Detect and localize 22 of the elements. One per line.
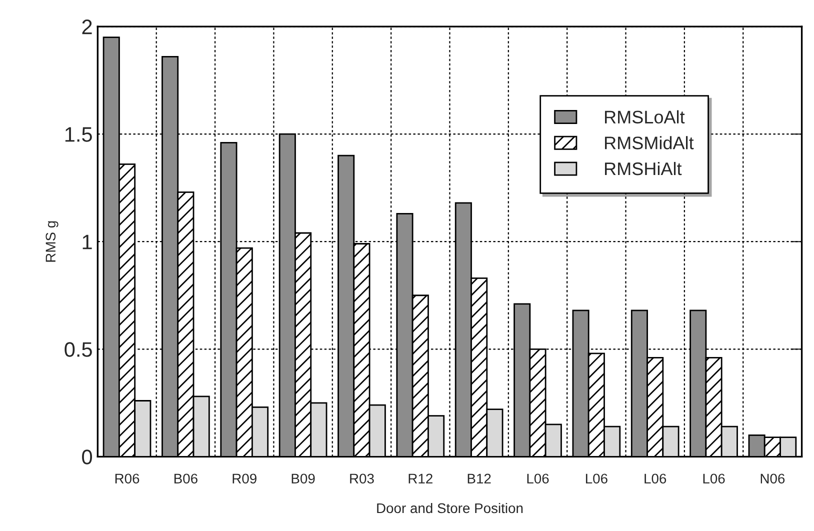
x-tick-label: R06 <box>115 474 140 484</box>
y-tick-label: 0.5 <box>64 342 92 357</box>
x-tick-label: N06 <box>760 474 785 484</box>
x-tick-label: R09 <box>232 474 256 484</box>
y-tick-label: 2 <box>82 20 92 34</box>
x-tick-label: L06 <box>644 474 666 484</box>
legend-label: RMSMidAlt <box>605 136 694 150</box>
y-axis-title: RMS g <box>46 221 58 262</box>
x-axis-title: Door and Store Position <box>377 502 523 514</box>
x-tick-label: R12 <box>408 474 432 484</box>
x-tick-label: B09 <box>292 474 315 484</box>
x-tick-label: L06 <box>586 474 608 484</box>
y-tick-label: 0 <box>82 450 92 464</box>
x-tick-label: L06 <box>703 474 725 484</box>
x-tick-label: R03 <box>350 474 374 484</box>
legend-label: RMSLoAlt <box>605 110 685 124</box>
x-tick-label: B06 <box>174 474 198 484</box>
y-tick-label: 1.5 <box>65 127 92 142</box>
y-tick-label: 1 <box>82 234 92 250</box>
x-tick-label: B12 <box>468 474 491 484</box>
x-tick-label: L06 <box>527 474 549 484</box>
legend-label: RMSHiAlt <box>605 162 682 176</box>
